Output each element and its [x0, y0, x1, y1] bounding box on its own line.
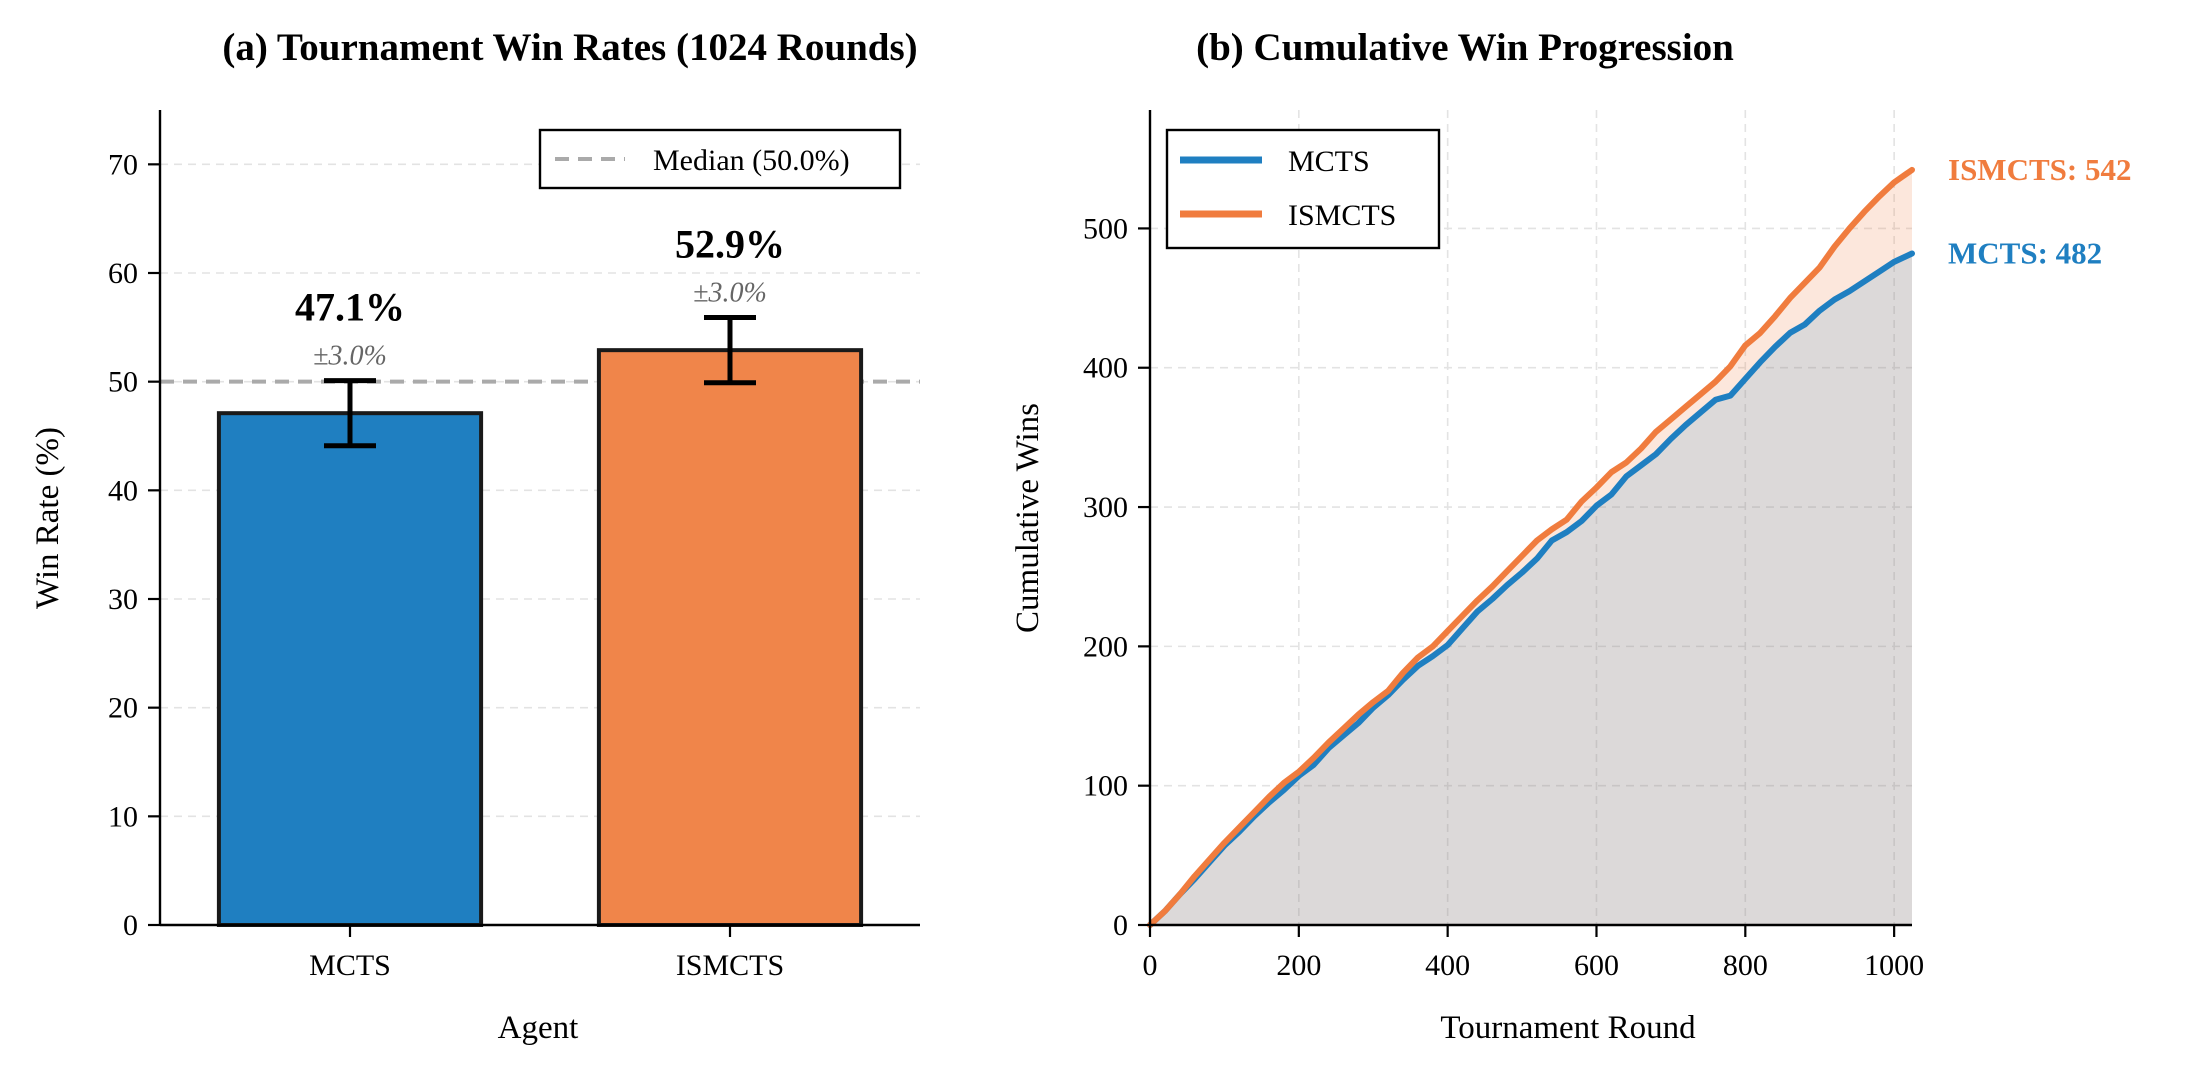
panel-a-bar-chart: (a) Tournament Win Rates (1024 Rounds) ±…: [30, 26, 920, 1046]
series-line-ismcts: [1147, 166, 1915, 928]
end-label-mcts: MCTS: 482: [1948, 235, 2102, 270]
bar-ismcts: [596, 348, 864, 927]
panel-b-x-tick-label-200: 200: [1276, 949, 1321, 982]
panel-a-legend-box: [538, 128, 902, 190]
panel-a-y-tick-label-0: 0: [123, 909, 138, 942]
panel-b-x-tick-label-1000: 1000: [1864, 949, 1924, 982]
panel-a-y-tick-label-60: 60: [108, 257, 138, 290]
panel-a-x-tick-label-mcts: MCTS: [309, 949, 391, 982]
panel-b-y-tick-label-100: 100: [1083, 770, 1128, 803]
value-label-ismcts: 52.9%: [675, 222, 785, 267]
panel-b-y-tick-label-0: 0: [1113, 909, 1128, 942]
panel-b-title: (b) Cumulative Win Progression: [1196, 26, 1734, 69]
median-legend-label: Median (50.0%): [653, 144, 850, 177]
panel-b-grid: [1150, 110, 1912, 925]
panel-a-x-tick-label-ismcts: ISMCTS: [676, 949, 784, 982]
error-label-ismcts: ±3.0%: [693, 278, 767, 309]
panel-b-axes: [1148, 110, 1912, 927]
panel-a-y-tick-label-50: 50: [108, 366, 138, 399]
panel-a-x-ticks: MCTS ISMCTS: [309, 925, 784, 982]
panel-b-legend: MCTS ISMCTS: [1165, 128, 1441, 250]
panel-b-x-tick-label-600: 600: [1574, 949, 1619, 982]
error-label-mcts: ±3.0%: [313, 341, 387, 372]
panel-a-x-label: Agent: [498, 1010, 579, 1046]
panel-b-lines: [1147, 166, 1915, 928]
panel-b-y-ticks: 0 100 200 300 400 500: [1083, 212, 1150, 942]
panel-a-y-tick-label-30: 30: [108, 583, 138, 616]
panel-a-y-tick-label-70: 70: [108, 148, 138, 181]
bar-mcts: [216, 411, 484, 927]
panel-a-y-tick-label-10: 10: [108, 800, 138, 833]
panel-b-line-chart: (b) Cumulative Win Progression 0 100 200 30…: [1010, 26, 2131, 1046]
end-label-ismcts: ISMCTS: 542: [1948, 152, 2131, 187]
panel-b-y-tick-label-400: 400: [1083, 352, 1128, 385]
panel-b-y-tick-label-300: 300: [1083, 491, 1128, 524]
panel-a-y-tick-label-40: 40: [108, 474, 138, 507]
panel-b-x-tick-label-0: 0: [1143, 949, 1158, 982]
mcts-legend-label: MCTS: [1288, 145, 1370, 178]
panel-b-x-tick-label-800: 800: [1723, 949, 1768, 982]
panel-a-bars: ±3.0% 47.1% ±3.0% 52.9%: [216, 222, 864, 927]
panel-a-y-label: Win Rate (%): [30, 427, 66, 609]
series-line-mcts: [1147, 250, 1915, 928]
panel-a-axes: [158, 110, 920, 927]
panel-b-legend-box: [1165, 128, 1441, 250]
ismcts-legend-label: ISMCTS: [1288, 199, 1396, 232]
panel-b-end-labels: ISMCTS: 542 MCTS: 482: [1948, 152, 2131, 271]
panel-b-y-tick-label-200: 200: [1083, 630, 1128, 663]
panel-b-x-label: Tournament Round: [1440, 1010, 1696, 1046]
area-under-mcts: [1150, 253, 1912, 925]
panel-a-y-ticks: 0 10 20 30 40 50 60 70: [108, 148, 160, 942]
panel-b-y-tick-label-500: 500: [1083, 212, 1128, 245]
panel-b-x-tick-label-400: 400: [1425, 949, 1470, 982]
panel-a-title: (a) Tournament Win Rates (1024 Rounds): [222, 26, 917, 69]
panel-a-y-tick-label-20: 20: [108, 692, 138, 725]
panel-a-legend: Median (50.0%): [538, 128, 902, 190]
panel-b-x-ticks: 0 200 400 600 800 1000: [1143, 925, 1924, 982]
panel-b-y-label: Cumulative Wins: [1010, 403, 1046, 633]
value-label-mcts: 47.1%: [295, 285, 405, 330]
